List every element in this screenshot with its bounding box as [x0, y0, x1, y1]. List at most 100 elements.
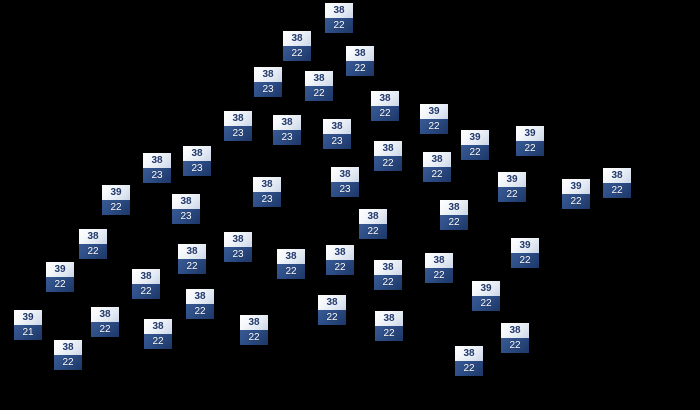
map-label-bottom-value: 22 — [420, 119, 448, 134]
map-label-bottom-value: 22 — [423, 167, 451, 182]
map-label[interactable]: 38 22 — [603, 168, 631, 198]
map-label-top-value: 38 — [283, 31, 311, 46]
map-label-bottom-value: 23 — [273, 130, 301, 145]
map-label[interactable]: 38 22 — [132, 269, 160, 299]
map-label[interactable]: 38 23 — [253, 177, 281, 207]
map-label[interactable]: 39 22 — [562, 179, 590, 209]
map-label[interactable]: 38 23 — [172, 194, 200, 224]
map-label[interactable]: 39 22 — [516, 126, 544, 156]
map-label-bottom-value: 22 — [498, 187, 526, 202]
map-label-top-value: 39 — [498, 172, 526, 187]
map-label-bottom-value: 23 — [254, 82, 282, 97]
map-label-top-value: 38 — [440, 200, 468, 215]
map-label[interactable]: 38 23 — [273, 115, 301, 145]
map-label[interactable]: 39 22 — [420, 104, 448, 134]
map-label[interactable]: 38 23 — [254, 67, 282, 97]
map-label[interactable]: 38 23 — [183, 146, 211, 176]
map-label[interactable]: 38 22 — [440, 200, 468, 230]
map-label-top-value: 39 — [472, 281, 500, 296]
map-label[interactable]: 38 22 — [318, 295, 346, 325]
map-label-bottom-value: 23 — [323, 134, 351, 149]
map-label[interactable]: 38 22 — [375, 311, 403, 341]
map-label-bottom-value: 23 — [143, 168, 171, 183]
map-label-bottom-value: 22 — [501, 338, 529, 353]
map-label[interactable]: 38 22 — [374, 141, 402, 171]
map-label-bottom-value: 23 — [224, 126, 252, 141]
map-label[interactable]: 38 22 — [283, 31, 311, 61]
map-label-bottom-value: 22 — [144, 334, 172, 349]
map-label[interactable]: 39 22 — [102, 185, 130, 215]
map-label[interactable]: 38 22 — [371, 91, 399, 121]
map-label-bottom-value: 22 — [46, 277, 74, 292]
map-label[interactable]: 38 23 — [323, 119, 351, 149]
map-label[interactable]: 38 22 — [144, 319, 172, 349]
map-label[interactable]: 38 22 — [240, 315, 268, 345]
map-label[interactable]: 39 22 — [498, 172, 526, 202]
map-label[interactable]: 38 22 — [359, 209, 387, 239]
map-label-bottom-value: 22 — [440, 215, 468, 230]
map-label-top-value: 38 — [224, 111, 252, 126]
map-label-bottom-value: 22 — [54, 355, 82, 370]
map-label-bottom-value: 22 — [455, 361, 483, 376]
map-label-top-value: 38 — [54, 340, 82, 355]
map-label[interactable]: 38 22 — [54, 340, 82, 370]
map-label-top-value: 39 — [46, 262, 74, 277]
map-label-bottom-value: 22 — [359, 224, 387, 239]
map-label[interactable]: 38 22 — [326, 245, 354, 275]
map-label-top-value: 39 — [516, 126, 544, 141]
map-label[interactable]: 38 23 — [224, 111, 252, 141]
map-label-bottom-value: 22 — [425, 268, 453, 283]
map-label-bottom-value: 22 — [511, 253, 539, 268]
map-label-top-value: 38 — [375, 311, 403, 326]
map-label-bottom-value: 23 — [331, 182, 359, 197]
map-label[interactable]: 39 22 — [511, 238, 539, 268]
map-label-bottom-value: 22 — [371, 106, 399, 121]
map-label-top-value: 38 — [240, 315, 268, 330]
map-label[interactable]: 38 22 — [501, 323, 529, 353]
map-label-top-value: 38 — [455, 346, 483, 361]
map-label-bottom-value: 22 — [318, 310, 346, 325]
map-label[interactable]: 39 22 — [46, 262, 74, 292]
map-label[interactable]: 38 23 — [143, 153, 171, 183]
map-label-bottom-value: 22 — [305, 86, 333, 101]
map-label-bottom-value: 22 — [240, 330, 268, 345]
map-label-bottom-value: 22 — [132, 284, 160, 299]
map-label[interactable]: 38 22 — [425, 253, 453, 283]
map-label[interactable]: 38 22 — [178, 244, 206, 274]
map-label-top-value: 39 — [14, 310, 42, 325]
map-label[interactable]: 38 22 — [423, 152, 451, 182]
map-label-top-value: 38 — [132, 269, 160, 284]
map-label-bottom-value: 22 — [374, 156, 402, 171]
map-label-top-value: 38 — [325, 3, 353, 18]
map-label[interactable]: 38 22 — [305, 71, 333, 101]
map-label-top-value: 38 — [273, 115, 301, 130]
map-label-bottom-value: 22 — [283, 46, 311, 61]
map-label[interactable]: 38 22 — [277, 249, 305, 279]
map-label[interactable]: 38 22 — [346, 46, 374, 76]
map-label-top-value: 38 — [603, 168, 631, 183]
map-label-bottom-value: 22 — [562, 194, 590, 209]
map-label-bottom-value: 22 — [461, 145, 489, 160]
map-label[interactable]: 38 22 — [325, 3, 353, 33]
map-label[interactable]: 38 23 — [224, 232, 252, 262]
map-label-bottom-value: 23 — [183, 161, 211, 176]
map-label-top-value: 38 — [79, 229, 107, 244]
map-label-top-value: 38 — [326, 245, 354, 260]
map-label-top-value: 39 — [562, 179, 590, 194]
map-label-bottom-value: 22 — [79, 244, 107, 259]
map-label-top-value: 38 — [423, 152, 451, 167]
map-label[interactable]: 38 23 — [331, 167, 359, 197]
map-label-top-value: 38 — [186, 289, 214, 304]
map-label[interactable]: 39 21 — [14, 310, 42, 340]
map-label[interactable]: 38 22 — [186, 289, 214, 319]
map-label-top-value: 38 — [371, 91, 399, 106]
map-label[interactable]: 39 22 — [461, 130, 489, 160]
map-label[interactable]: 38 22 — [374, 260, 402, 290]
map-label[interactable]: 38 22 — [79, 229, 107, 259]
map-label[interactable]: 38 22 — [455, 346, 483, 376]
map-label-top-value: 39 — [102, 185, 130, 200]
map-label[interactable]: 38 22 — [91, 307, 119, 337]
map-label-bottom-value: 22 — [472, 296, 500, 311]
map-label[interactable]: 39 22 — [472, 281, 500, 311]
